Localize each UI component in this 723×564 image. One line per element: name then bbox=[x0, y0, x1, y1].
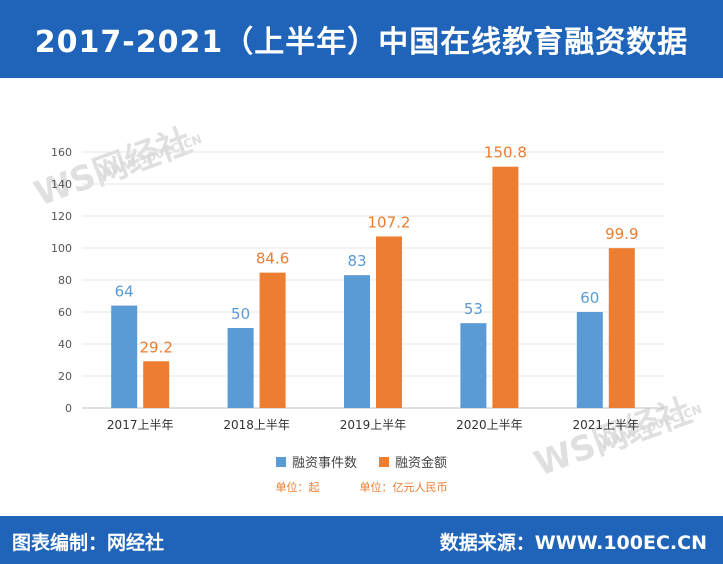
footer-source: 数据来源：WWW.100EC.CN bbox=[439, 532, 707, 554]
legend-label-amount: 融资金额 bbox=[395, 456, 448, 471]
y-tick-label: 160 bbox=[51, 146, 72, 159]
bar-events bbox=[344, 275, 370, 408]
bar-amount bbox=[376, 236, 402, 408]
data-label-amount: 84.6 bbox=[256, 250, 289, 268]
data-label-events: 53 bbox=[464, 300, 483, 318]
x-tick-label: 2018上半年 bbox=[223, 418, 290, 432]
y-tick-label: 140 bbox=[51, 178, 72, 191]
data-label-events: 64 bbox=[115, 283, 134, 301]
data-label-amount: 150.8 bbox=[484, 144, 527, 162]
x-tick-label: 2019上半年 bbox=[340, 418, 407, 432]
data-label-amount: 99.9 bbox=[605, 225, 638, 243]
unit-events: 单位：起 bbox=[275, 481, 320, 494]
data-label-amount: 29.2 bbox=[139, 338, 172, 356]
legend-swatch-amount bbox=[379, 456, 389, 467]
y-tick-label: 40 bbox=[58, 338, 72, 351]
footer-banner: 图表编制：网经社 数据来源：WWW.100EC.CN bbox=[0, 516, 723, 564]
data-label-events: 83 bbox=[347, 252, 366, 270]
y-tick-label: 0 bbox=[65, 402, 72, 415]
bar-amount bbox=[492, 166, 519, 408]
unit-notes: 单位：起 单位：亿元人民币 bbox=[0, 479, 723, 495]
y-tick-label: 60 bbox=[58, 306, 72, 319]
bar-amount bbox=[259, 272, 286, 408]
legend-item-amount: 融资金额 bbox=[379, 452, 447, 471]
data-label-events: 50 bbox=[231, 305, 250, 323]
x-tick-label: 2020上半年 bbox=[456, 418, 523, 432]
chart-title-banner: 2017-2021（上半年）中国在线教育融资数据 bbox=[0, 0, 723, 78]
bar-events bbox=[227, 328, 254, 408]
y-tick-label: 100 bbox=[51, 242, 72, 255]
y-tick-label: 120 bbox=[51, 210, 72, 223]
legend-swatch-events bbox=[275, 456, 286, 467]
bar-chart: 0 20 40 60 80 100 120 140 160 64 29.2 2017上半年 50 84.6… bbox=[51, 144, 664, 432]
x-tick-label: 2021上半年 bbox=[573, 418, 640, 432]
y-tick-label: 20 bbox=[58, 370, 72, 383]
footer-credit: 图表编制：网经社 bbox=[12, 532, 165, 554]
bar-events bbox=[111, 305, 138, 408]
unit-amount: 单位：亿元人民币 bbox=[359, 481, 448, 494]
bar-events bbox=[460, 323, 487, 408]
data-label-amount: 107.2 bbox=[368, 213, 411, 231]
x-tick-label: 2017上半年 bbox=[107, 418, 174, 432]
chart-title: 2017-2021（上半年）中国在线教育融资数据 bbox=[34, 25, 689, 60]
y-tick-label: 80 bbox=[58, 274, 72, 287]
legend: 融资事件数 融资金额 bbox=[0, 452, 723, 471]
legend-item-events: 融资事件数 bbox=[275, 452, 357, 471]
data-label-events: 60 bbox=[580, 289, 599, 307]
bar-amount bbox=[143, 361, 170, 408]
legend-label-events: 融资事件数 bbox=[291, 456, 357, 471]
bar-events bbox=[576, 312, 603, 408]
bar-amount bbox=[608, 248, 635, 408]
